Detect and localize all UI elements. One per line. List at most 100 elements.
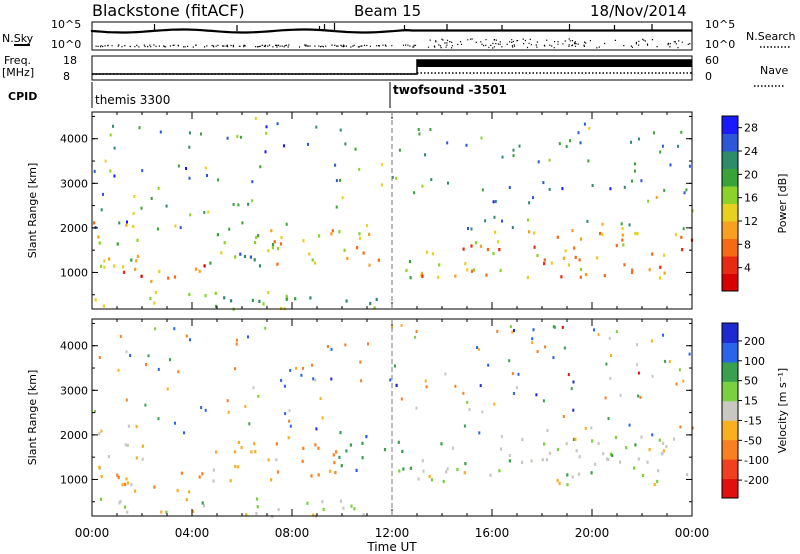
nave-label: Nave (760, 64, 788, 77)
y-tick-label: 4000 (60, 133, 88, 146)
colorbar-tick-label: 4 (744, 262, 751, 275)
echo-cell (487, 363, 490, 367)
echo-cell (418, 132, 421, 136)
echo-cell (521, 460, 524, 464)
echo-cell (556, 447, 560, 452)
echo-cell (409, 466, 412, 470)
echo-cell (548, 158, 551, 162)
echo-cell (198, 475, 201, 479)
echo-cell (126, 443, 129, 447)
echo-cell (240, 445, 243, 450)
echo-cell (517, 372, 520, 376)
echo-cell (340, 464, 343, 468)
y-tick-label: 2000 (60, 429, 88, 442)
echo-cell (533, 245, 536, 249)
echo-cell (610, 354, 612, 357)
echo-cell (271, 243, 275, 247)
echo-cell (264, 150, 267, 154)
echo-cell (513, 329, 515, 333)
echo-cell (129, 354, 132, 357)
echo-cell (651, 374, 654, 378)
echo-cell (518, 144, 521, 148)
echo-cell (99, 497, 103, 501)
echo-cell (562, 256, 565, 260)
echo-cell (424, 379, 427, 383)
echo-cell (159, 130, 162, 134)
power-panel: 1000 2000 3000 4000 Slant Range [km] 4 8 12 16 20… (26, 111, 789, 311)
echo-cell (117, 476, 120, 480)
nsky-panel (91, 21, 693, 51)
echo-cell (579, 267, 583, 272)
echo-cell (421, 459, 424, 463)
echo-cell (614, 435, 618, 440)
echo-cell (203, 264, 206, 268)
echo-cell (235, 338, 238, 342)
echo-cell (508, 459, 511, 463)
echo-cell (633, 466, 636, 470)
echo-cell (383, 448, 387, 452)
echo-cell (477, 347, 480, 351)
y-axis-title: Slant Range [km] (26, 370, 39, 466)
nsearch-tick-top: 10^5 (705, 18, 735, 31)
echo-cell (464, 462, 467, 466)
echo-cell (311, 363, 313, 367)
echo-cell (593, 328, 595, 332)
echo-cell (417, 477, 420, 481)
echo-cell (574, 255, 577, 259)
echo-cell (365, 435, 368, 439)
echo-cell (409, 276, 412, 280)
echo-cell (672, 437, 676, 441)
echo-cell (648, 448, 651, 452)
echo-cell (99, 264, 103, 268)
echo-cell (130, 483, 133, 487)
echo-cell (397, 440, 400, 444)
echo-cell (675, 382, 678, 386)
echo-cell (165, 510, 168, 514)
echo-cell (486, 247, 489, 252)
echo-cell (515, 386, 518, 390)
echo-cell (577, 131, 580, 135)
colorbar-title: Power [dB] (776, 174, 789, 234)
echo-cell (511, 330, 514, 334)
echo-cell (367, 342, 369, 346)
echo-cell (656, 479, 659, 484)
echo-cell (572, 408, 575, 412)
echo-cell (185, 334, 188, 338)
echo-cell (97, 235, 100, 239)
echo-cell (541, 458, 544, 462)
echo-cell (431, 252, 434, 256)
echo-cell (437, 275, 440, 279)
echo-cell (543, 442, 546, 446)
echo-cell (628, 423, 631, 427)
echo-cell (425, 250, 429, 254)
echo-cell (420, 271, 424, 275)
echo-cell (339, 128, 342, 132)
echo-cell (270, 478, 273, 482)
echo-cell (602, 452, 605, 456)
echo-cell (198, 269, 201, 273)
echo-cell (153, 301, 156, 305)
echo-cell (662, 441, 665, 445)
colorbar-swatch (722, 256, 738, 274)
echo-cell (496, 329, 499, 333)
echo-cell (103, 265, 106, 269)
echo-cell (599, 231, 602, 236)
echo-cell (558, 142, 561, 146)
echo-cell (236, 134, 239, 138)
echo-cell (253, 442, 256, 446)
echo-cell (601, 222, 604, 226)
echo-cell (220, 251, 223, 255)
echo-cell (630, 270, 634, 274)
echo-cell (530, 459, 533, 463)
echo-cell (98, 241, 101, 245)
echo-cell (501, 155, 504, 159)
echo-cell (565, 144, 568, 148)
echo-cell (476, 346, 479, 349)
x-tick-label: 08:00 (275, 526, 310, 540)
echo-cell (462, 247, 465, 251)
echo-cell (623, 185, 626, 189)
echo-cell (174, 224, 177, 228)
echo-cell (315, 125, 318, 129)
echo-cell (160, 510, 163, 514)
echo-cell (470, 244, 473, 248)
